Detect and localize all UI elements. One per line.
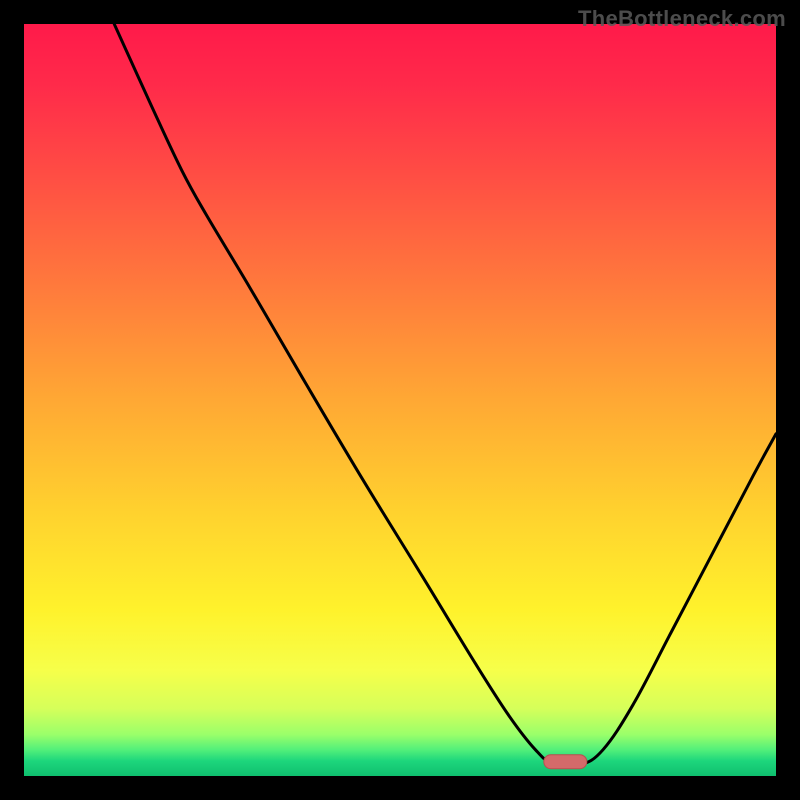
chart-root: TheBottleneck.com — [0, 0, 800, 800]
plot-area — [24, 24, 776, 776]
bottleneck-curve — [24, 24, 776, 776]
watermark-text: TheBottleneck.com — [578, 6, 786, 32]
optimal-marker — [544, 754, 587, 770]
